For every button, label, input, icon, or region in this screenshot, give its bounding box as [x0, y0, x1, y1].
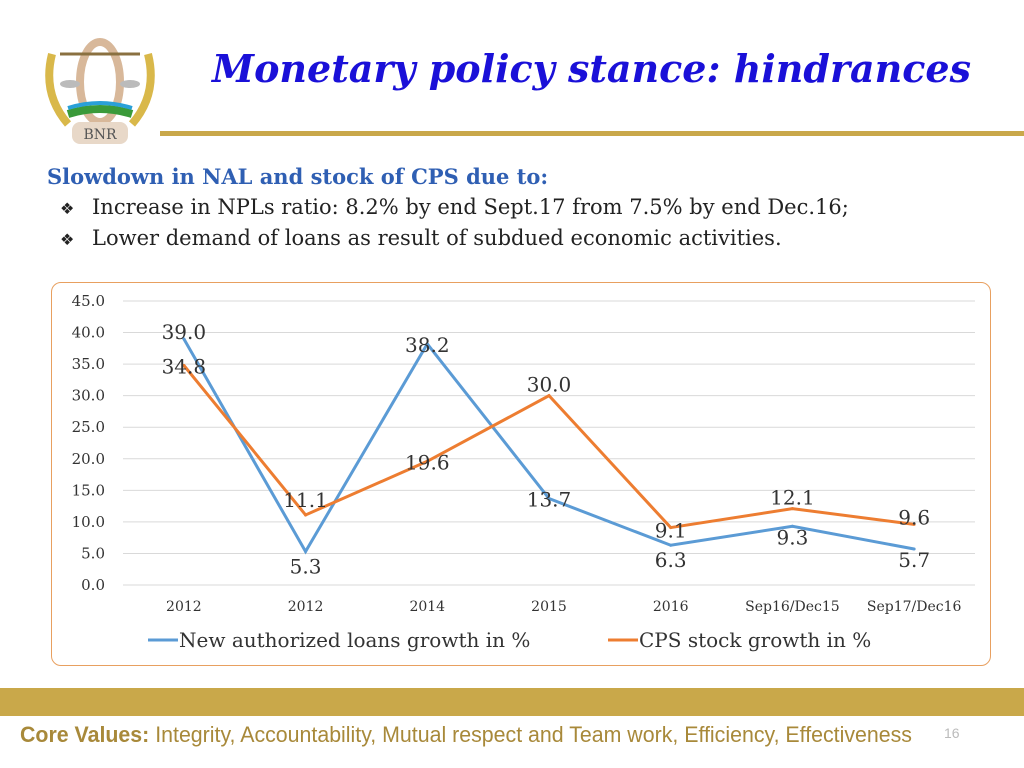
data-point [912, 522, 916, 526]
page-number: 16 [944, 725, 960, 741]
y-tick-label: 0.0 [81, 576, 105, 594]
x-tick-label: Sep17/Dec16 [867, 599, 962, 615]
data-point [304, 550, 308, 554]
y-tick-label: 30.0 [72, 387, 105, 405]
x-tick-label: Sep16/Dec15 [745, 599, 840, 615]
data-point [669, 526, 673, 530]
footer-band [0, 688, 1024, 716]
bullet-item: ❖ Increase in NPLs ratio: 8.2% by end Sep… [60, 195, 849, 219]
data-label: 19.6 [405, 450, 450, 474]
y-tick-label: 15.0 [72, 481, 105, 499]
x-tick-label: 2016 [653, 599, 689, 615]
legend-label: CPS stock growth in % [639, 628, 871, 652]
bullet-text: Lower demand of loans as result of subdu… [92, 226, 782, 250]
y-tick-label: 35.0 [72, 355, 105, 373]
x-tick-label: 2014 [409, 599, 445, 615]
bnr-logo: BNR [45, 38, 155, 144]
data-point [790, 507, 794, 511]
page-title: Monetary policy stance: hindrances [212, 46, 971, 91]
data-point [182, 363, 186, 367]
core-values-footer: Core Values: Integrity, Accountability, … [20, 722, 912, 748]
footer-text: Integrity, Accountability, Mutual respec… [149, 722, 912, 747]
data-label: 9.3 [777, 525, 809, 549]
chart-container: 0.0 5.0 10.0 15.0 20.0 25.0 30.0 35.0 40.0 45.0 20… [51, 282, 991, 666]
diamond-bullet-icon: ❖ [60, 199, 75, 218]
data-label: 30.0 [527, 373, 572, 397]
data-point [304, 513, 308, 517]
data-label: 9.6 [898, 505, 930, 529]
data-point [547, 497, 551, 501]
data-label: 9.1 [655, 519, 687, 543]
data-point [790, 524, 794, 528]
data-label: 12.1 [770, 486, 815, 510]
data-point [669, 543, 673, 547]
data-label: 11.1 [283, 488, 328, 512]
legend-label: New authorized loans growth in % [179, 628, 530, 652]
data-label: 34.8 [162, 354, 207, 378]
line-chart: 0.0 5.0 10.0 15.0 20.0 25.0 30.0 35.0 40.0 45.0 20… [72, 292, 975, 652]
subheading: Slowdown in NAL and stock of CPS due to: [47, 164, 549, 189]
bullet-text: Increase in NPLs ratio: 8.2% by end Sept… [92, 195, 849, 219]
data-label: 39.0 [162, 320, 207, 344]
bullet-item: ❖ Lower demand of loans as result of subd… [60, 226, 782, 250]
data-label: 5.3 [290, 555, 322, 579]
y-tick-label: 45.0 [72, 292, 105, 310]
svg-text:BNR: BNR [83, 127, 117, 143]
y-tick-label: 5.0 [81, 544, 105, 562]
x-tick-label: 2012 [166, 599, 202, 615]
data-point [182, 337, 186, 341]
title-rule [160, 131, 1024, 136]
series-line-nal [182, 338, 915, 555]
data-label: 6.3 [655, 548, 687, 572]
x-tick-label: 2012 [288, 599, 324, 615]
data-point [425, 342, 429, 346]
footer-label: Core Values: [20, 722, 150, 747]
y-tick-label: 20.0 [72, 450, 105, 468]
y-tick-label: 10.0 [72, 513, 105, 531]
y-tick-label: 40.0 [72, 324, 105, 342]
data-point [912, 547, 916, 551]
data-point [547, 394, 551, 398]
data-label: 38.2 [405, 333, 450, 357]
data-label: 13.7 [527, 488, 572, 512]
diamond-bullet-icon: ❖ [60, 230, 75, 249]
data-point [425, 459, 429, 463]
data-label: 5.7 [898, 548, 930, 572]
y-tick-label: 25.0 [72, 418, 105, 436]
x-tick-label: 2015 [531, 599, 567, 615]
